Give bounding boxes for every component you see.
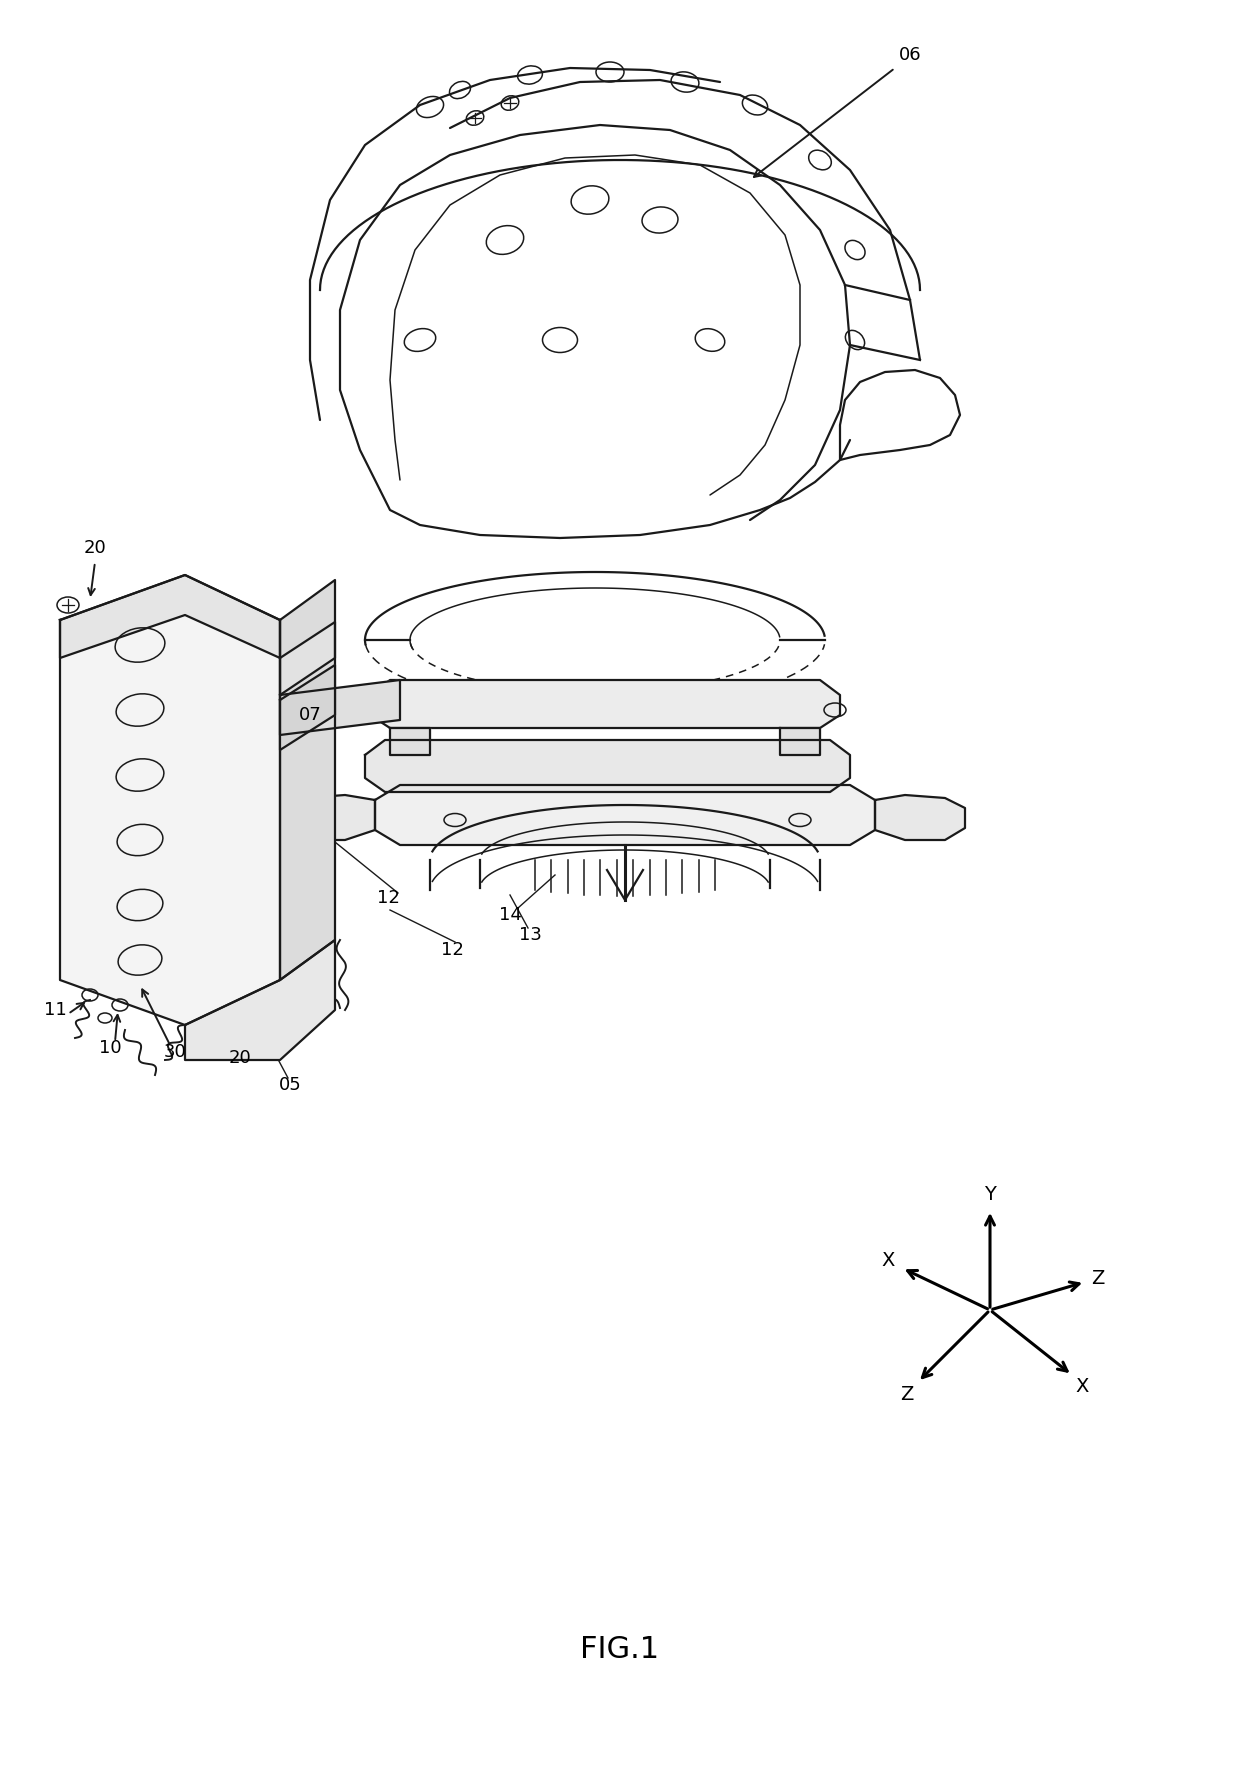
Polygon shape [280, 579, 335, 979]
Text: 13: 13 [518, 926, 542, 944]
Polygon shape [365, 739, 849, 793]
Text: 30: 30 [164, 1043, 186, 1061]
Polygon shape [60, 576, 280, 657]
Text: X: X [882, 1251, 895, 1269]
Polygon shape [370, 681, 839, 729]
Text: X: X [1075, 1377, 1089, 1395]
Text: 20: 20 [83, 538, 107, 556]
Text: Y: Y [985, 1185, 996, 1205]
Text: FIG.1: FIG.1 [580, 1635, 660, 1665]
Polygon shape [285, 794, 374, 841]
Polygon shape [60, 576, 280, 1025]
Text: 07: 07 [299, 705, 321, 723]
Text: Z: Z [900, 1384, 914, 1404]
Polygon shape [875, 794, 965, 841]
Text: 12: 12 [377, 888, 399, 906]
Polygon shape [780, 729, 820, 755]
Text: 20: 20 [228, 1048, 252, 1066]
Polygon shape [280, 681, 401, 736]
Text: 06: 06 [899, 46, 921, 64]
Text: 12: 12 [440, 942, 464, 960]
Polygon shape [280, 665, 335, 750]
Polygon shape [391, 729, 430, 755]
Text: 10: 10 [99, 1040, 122, 1057]
Polygon shape [280, 622, 335, 695]
Polygon shape [374, 785, 875, 846]
Text: 11: 11 [43, 1000, 67, 1018]
Text: 14: 14 [498, 906, 522, 924]
Text: 05: 05 [279, 1077, 301, 1095]
Text: Z: Z [1091, 1269, 1105, 1288]
Polygon shape [185, 940, 335, 1061]
